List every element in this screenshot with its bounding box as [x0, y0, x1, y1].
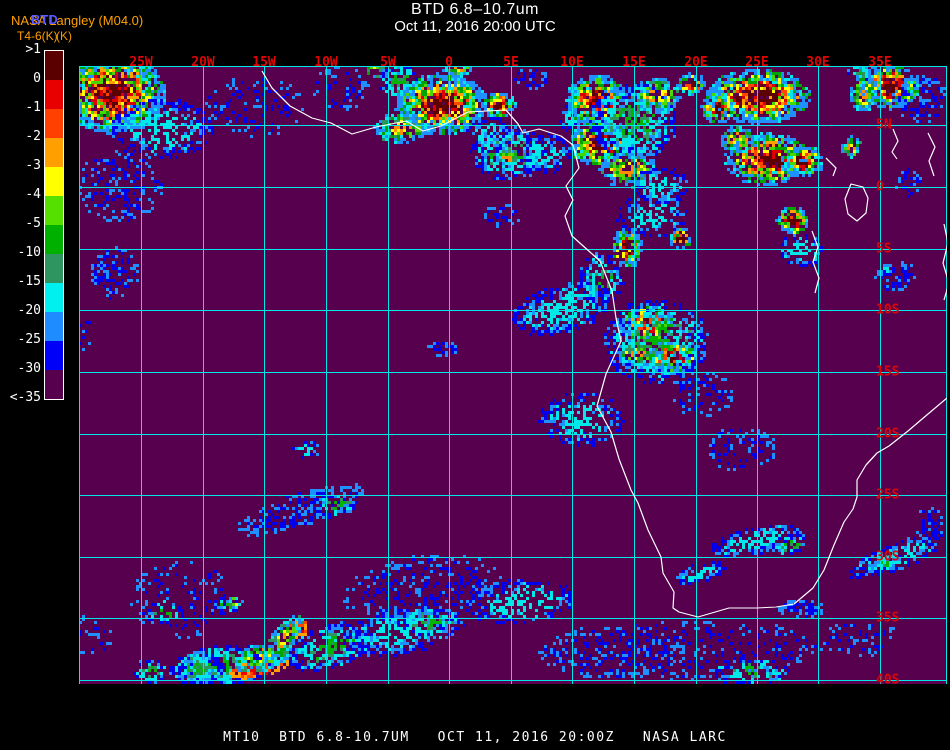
latitude-label: 40S [876, 672, 900, 688]
colorbar-tick-label: -15 [17, 274, 41, 290]
satellite-map-canvas [79, 66, 947, 684]
colorbar [44, 50, 64, 400]
longitude-label: 5E [503, 55, 519, 70]
longitude-label: 20W [191, 55, 215, 70]
colorbar-segment [45, 138, 63, 167]
longitude-label: 0 [445, 55, 453, 70]
nasa-credit-label: NASA Langley (M04.0) [11, 13, 144, 28]
colorbar-tick-label: -1 [25, 100, 41, 116]
colorbar-tick-label: <-35 [9, 390, 41, 406]
title-line-1: BTD 6.8–10.7um [411, 1, 539, 18]
latitude-label: 5N [876, 117, 892, 133]
title-line-2: Oct 11, 2016 20:00 UTC [394, 18, 556, 35]
colorbar-segment [45, 167, 63, 196]
latitude-label: 15S [876, 364, 900, 380]
longitude-label: 25W [129, 55, 153, 70]
colorbar-segment [45, 51, 63, 80]
colorbar-units-ghost: (K) [56, 29, 72, 43]
colorbar-tick-label: -25 [17, 332, 41, 348]
colorbar-tick-label: -20 [17, 303, 41, 319]
map-title: BTD 6.8–10.7um Oct 11, 2016 20:00 UTC [0, 1, 950, 35]
colorbar-segment [45, 109, 63, 138]
colorbar-segment [45, 341, 63, 370]
longitude-label: 35E [868, 55, 892, 70]
colorbar-tick-label: -10 [17, 245, 41, 261]
colorbar-segment [45, 283, 63, 312]
colorbar-segment [45, 225, 63, 254]
longitude-label: 10W [314, 55, 338, 70]
colorbar-segment [45, 196, 63, 225]
latitude-label: 35S [876, 610, 900, 626]
footer-caption: MT10 BTD 6.8-10.7UM OCT 11, 2016 20:00Z … [223, 730, 727, 745]
longitude-label: 30E [806, 55, 830, 70]
colorbar-segment [45, 312, 63, 341]
longitude-label: 10E [560, 55, 584, 70]
colorbar-tick-label: -2 [25, 129, 41, 145]
latitude-label: 20S [876, 426, 900, 442]
longitude-label: 25E [745, 55, 769, 70]
colorbar-tick-label: -30 [17, 361, 41, 377]
latitude-label: 10S [876, 302, 900, 318]
colorbar-units-label: T4-6(K) [17, 29, 58, 43]
longitude-label: 15W [252, 55, 276, 70]
colorbar-segment [45, 254, 63, 283]
colorbar-tick-label: -5 [25, 216, 41, 232]
longitude-label: 15E [622, 55, 646, 70]
colorbar-tick-label: >1 [25, 42, 41, 58]
colorbar-tick-label: -3 [25, 158, 41, 174]
latitude-label: 5S [876, 241, 892, 257]
colorbar-segment [45, 370, 63, 399]
colorbar-tick-label: -4 [25, 187, 41, 203]
latitude-label: 30S [876, 549, 900, 565]
latitude-label: 0 [876, 179, 884, 195]
btd-overlay-label: BTD [31, 12, 58, 27]
colorbar-tick-label: 0 [33, 71, 41, 87]
colorbar-segment [45, 80, 63, 109]
longitude-label: 5W [380, 55, 396, 70]
colorbar-labels: >1 0 -1 -2 -3 -4 -5 -10 -15 -20 -25 -30 <-35 [0, 0, 41, 420]
longitude-label: 20E [684, 55, 708, 70]
latitude-label: 25S [876, 487, 900, 503]
